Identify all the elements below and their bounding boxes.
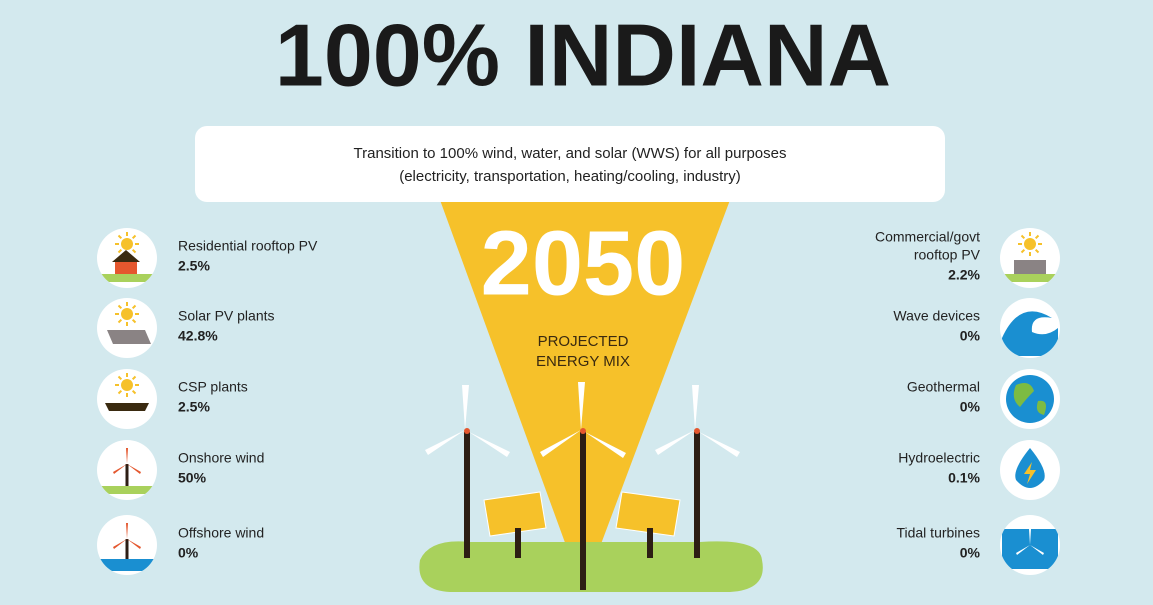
icon [97,228,157,288]
icon-art [1006,375,1054,423]
subtitle-line: (electricity, transportation, heating/co… [399,168,741,185]
caption: ENERGY MIX [536,353,630,370]
item-value: 0% [960,328,981,344]
item-label: Tidal turbines [896,525,980,541]
sun [121,238,133,250]
icon-art [1002,529,1058,569]
year: 2050 [481,212,686,314]
icon [1000,298,1060,358]
item-label: rooftop PV [914,247,981,263]
item-value: 2.5% [178,258,210,274]
item-value: 0% [960,545,981,561]
item-label: Onshore wind [178,450,264,466]
item-label: Solar PV plants [178,308,275,324]
item-label: Hydroelectric [898,450,980,466]
title: 100% INDIANA [275,5,891,104]
house [115,260,137,274]
item-value: 0% [178,545,199,561]
globe [1006,375,1054,423]
building [1014,260,1046,274]
icon [97,440,157,500]
mirror [105,403,149,411]
item-label: CSP plants [178,379,248,395]
icon [1000,369,1060,429]
sun [1024,238,1036,250]
icon [97,298,157,358]
item-value: 2.5% [178,399,210,415]
item-value: 0.1% [948,470,980,486]
panel [107,330,151,344]
item-value: 0% [960,399,981,415]
sun [121,308,133,320]
infographic: 100% INDIANA Transition to 100% wind, wa… [0,0,1153,605]
icon [1000,440,1060,500]
icon [97,369,157,429]
item-label: Geothermal [907,379,980,395]
item-value: 42.8% [178,328,218,344]
item-label: Wave devices [893,308,980,324]
subtitle-line: Transition to 100% wind, water, and sola… [354,145,787,162]
icon [1000,515,1060,575]
caption: PROJECTED [538,333,629,350]
icon-circle [97,369,157,429]
icon [1000,228,1060,288]
item-value: 50% [178,470,207,486]
subtitle-box [195,126,945,202]
sun [121,379,133,391]
icon-circle [97,298,157,358]
item-value: 2.2% [948,267,980,283]
icon [97,515,157,575]
item-label: Offshore wind [178,525,264,541]
item-label: Residential rooftop PV [178,238,318,254]
item-label: Commercial/govt [875,229,980,245]
